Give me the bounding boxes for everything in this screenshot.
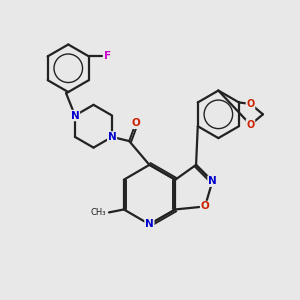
Text: O: O [246,99,255,109]
Text: N: N [70,110,80,121]
Text: O: O [201,202,209,212]
Text: O: O [131,118,140,128]
Text: N: N [108,132,116,142]
Text: CH₃: CH₃ [91,208,106,217]
Text: F: F [104,51,111,62]
Text: O: O [246,120,255,130]
Text: N: N [145,219,154,229]
Text: N: N [208,176,217,186]
